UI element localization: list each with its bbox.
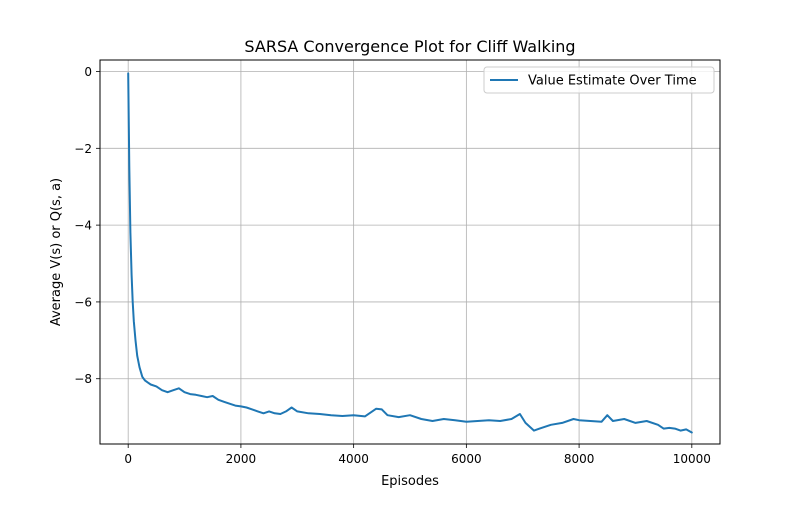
y-tick-label: −8 — [74, 372, 92, 386]
y-tick-label: −2 — [74, 142, 92, 156]
y-tick-label: 0 — [84, 65, 92, 79]
plot-frame — [99, 59, 721, 445]
x-tick-label: 8000 — [564, 452, 595, 466]
series-layer — [127, 72, 693, 434]
y-axis-label: Average V(s) or Q(s, a) — [49, 178, 64, 326]
x-axis-label: Episodes — [381, 474, 439, 489]
x-tick-label: 0 — [124, 452, 132, 466]
series-line-value-estimate — [127, 72, 693, 434]
x-tick-label: 10000 — [673, 452, 711, 466]
plot-area — [100, 60, 720, 444]
x-tick-label: 2000 — [226, 452, 257, 466]
x-tick-label: 6000 — [451, 452, 482, 466]
y-tick-label: −4 — [74, 219, 92, 233]
chart-title: SARSA Convergence Plot for Cliff Walking — [244, 37, 575, 56]
legend: Value Estimate Over Time — [483, 66, 715, 94]
x-tick-label: 4000 — [338, 452, 369, 466]
legend-box — [483, 66, 715, 94]
legend-label: Value Estimate Over Time — [528, 74, 697, 89]
y-tick-label: −6 — [74, 295, 92, 309]
ticks: 0 2000 4000 6000 8000 10000 0 −2 −4 −6 −8 — [74, 65, 711, 466]
